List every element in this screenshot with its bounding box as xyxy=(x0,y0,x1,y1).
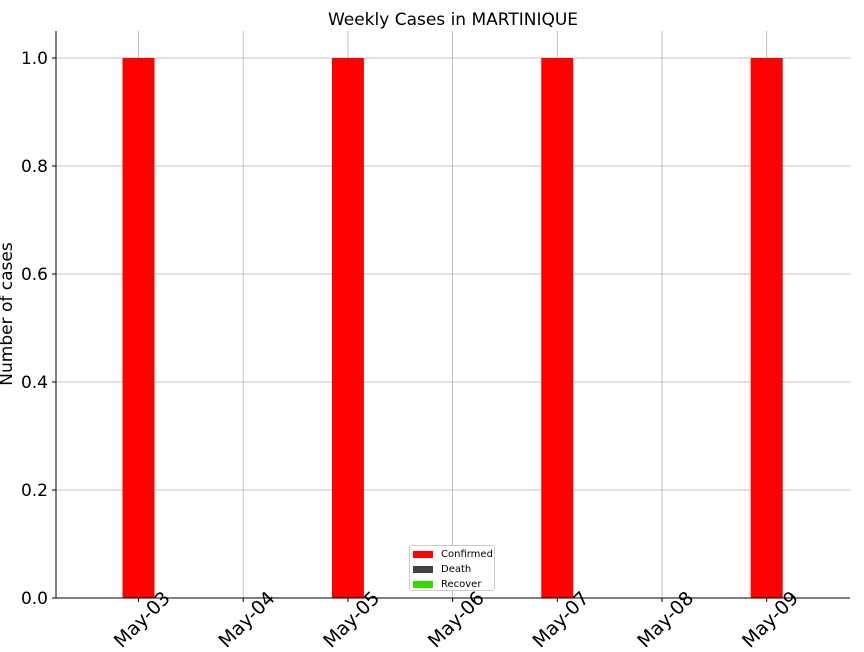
legend-label-recover: Recover xyxy=(441,578,482,590)
y-tick-label: 0.4 xyxy=(21,373,48,393)
x-tick-label: May-04 xyxy=(214,587,279,648)
y-tick-label: 0.8 xyxy=(21,157,48,177)
legend-swatch-recover xyxy=(413,580,433,588)
legend-swatch-confirmed xyxy=(413,550,433,558)
y-tick-label: 0.6 xyxy=(21,265,48,285)
legend-swatch-death xyxy=(413,565,433,573)
y-tick-label: 1.0 xyxy=(21,49,48,69)
bar-confirmed xyxy=(541,58,574,598)
legend-item-death: Death xyxy=(413,562,471,576)
legend-item-confirmed: Confirmed xyxy=(413,547,493,561)
x-tick-label: May-08 xyxy=(633,587,698,648)
legend-item-recover: Recover xyxy=(413,577,481,591)
legend: Confirmed Death Recover xyxy=(409,545,495,591)
legend-label-confirmed: Confirmed xyxy=(441,548,493,560)
bar-confirmed xyxy=(750,58,783,598)
legend-label-death: Death xyxy=(441,563,472,575)
x-tick-label: May-06 xyxy=(424,587,489,648)
bar-confirmed xyxy=(331,58,364,598)
bar-confirmed xyxy=(122,58,155,598)
grid-layer xyxy=(56,31,850,599)
y-axis-label: Number of cases xyxy=(0,242,17,386)
y-tick-label: 0.2 xyxy=(21,481,48,501)
chart-title: Weekly Cases in MARTINIQUE xyxy=(328,10,578,30)
bar-layer xyxy=(122,58,783,598)
y-tick-label: 0.0 xyxy=(21,589,48,609)
